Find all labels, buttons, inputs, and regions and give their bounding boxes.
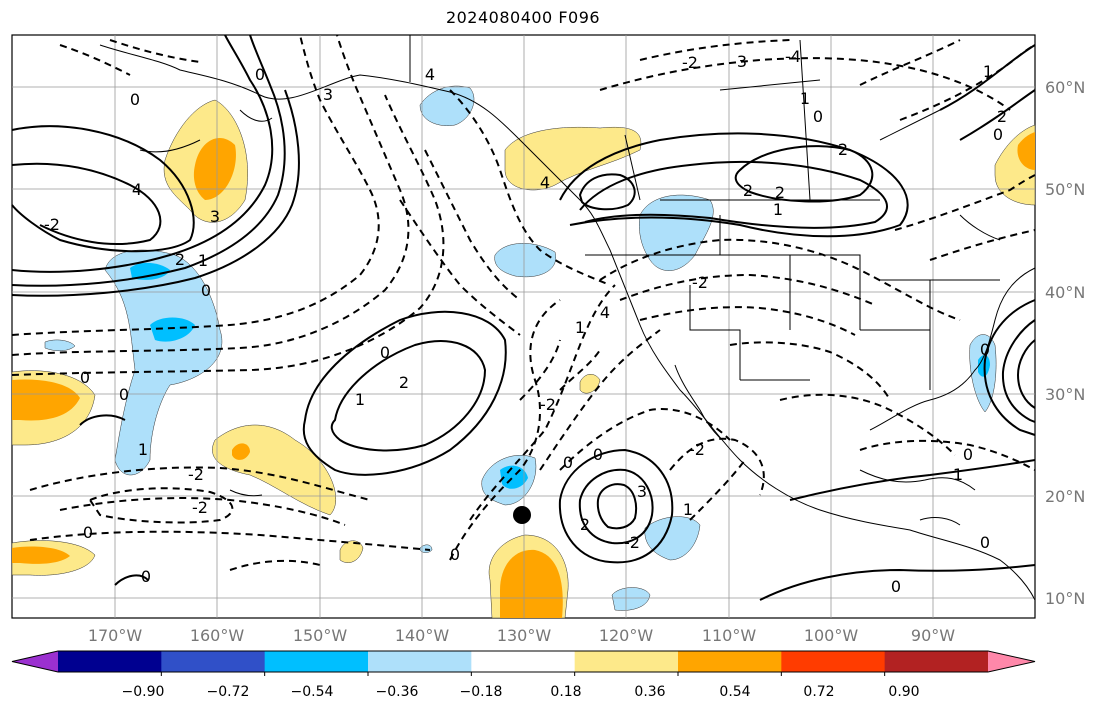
colorbar-tick-label: 0.90 bbox=[888, 684, 920, 700]
colorbar-segment bbox=[574, 651, 679, 672]
lat-label: 50°N bbox=[1045, 180, 1086, 199]
lat-label: 30°N bbox=[1045, 385, 1086, 404]
lat-label: 20°N bbox=[1045, 487, 1086, 506]
lon-label: 170°W bbox=[87, 626, 143, 645]
solid-contours bbox=[11, 34, 1036, 601]
contour-label: 1 bbox=[953, 465, 963, 484]
colorbar-tick-label: 0.18 bbox=[550, 684, 582, 700]
contour-label: 1 bbox=[138, 440, 148, 459]
colorbar-extend-high bbox=[988, 651, 1035, 672]
contour-label: 1 bbox=[983, 62, 993, 81]
colorbar-extend-low bbox=[12, 651, 58, 672]
lon-label: 160°W bbox=[189, 626, 245, 645]
lat-label: 10°N bbox=[1045, 589, 1086, 608]
storm-position-marker bbox=[513, 506, 531, 524]
contour-label: -2 bbox=[188, 465, 204, 484]
contour-label: 4 bbox=[132, 180, 142, 199]
contour-label: 0 bbox=[593, 445, 603, 464]
contour-label: 0 bbox=[80, 368, 90, 387]
lon-label: 150°W bbox=[292, 626, 348, 645]
colorbar-tick-label: 0.72 bbox=[803, 684, 835, 700]
contour-label: 0 bbox=[813, 107, 823, 126]
contour-label: 2 bbox=[997, 107, 1007, 126]
colorbar-outline bbox=[11, 650, 1036, 673]
contour-label: 0 bbox=[563, 453, 573, 472]
contour-label: 0 bbox=[380, 343, 390, 362]
lat-label: 60°N bbox=[1045, 78, 1086, 97]
contour-label: -2 bbox=[44, 215, 60, 234]
contour-label: 1 bbox=[683, 500, 693, 519]
contour-label: 3 bbox=[210, 207, 220, 226]
contour-label: 2 bbox=[838, 140, 848, 159]
contour-label: 0 bbox=[980, 533, 990, 552]
colorbar-segment bbox=[58, 651, 162, 672]
contour-label: 3 bbox=[737, 52, 747, 71]
contour-label: 3 bbox=[323, 85, 333, 104]
contour-label: 1 bbox=[198, 251, 208, 270]
colorbar-tick-label: −0.54 bbox=[290, 684, 334, 700]
contour-label: -2 bbox=[692, 273, 708, 292]
colorbar-segment bbox=[884, 651, 989, 672]
lon-label: 120°W bbox=[598, 626, 654, 645]
contour-label: 1 bbox=[800, 89, 810, 108]
colorbar bbox=[11, 650, 1036, 676]
contour-label: 2 bbox=[175, 250, 185, 269]
map-title: 2024080400 F096 bbox=[445, 8, 601, 27]
colorbar-tick-label: 0.54 bbox=[719, 684, 751, 700]
coastlines bbox=[99, 35, 1036, 601]
contour-label: 0 bbox=[83, 523, 93, 542]
contour-label: 4 bbox=[425, 65, 435, 84]
lat-label: 40°N bbox=[1045, 283, 1086, 302]
colorbar-segment bbox=[678, 651, 782, 672]
contour-label: 1 bbox=[773, 200, 783, 219]
contour-label: -2 bbox=[682, 53, 698, 72]
contour-label: 2 bbox=[399, 373, 409, 392]
colorbar-segment bbox=[368, 651, 472, 672]
contour-label: 0 bbox=[201, 281, 211, 300]
contour-label: 0 bbox=[141, 567, 151, 586]
colorbar-tick-label: −0.72 bbox=[206, 684, 250, 700]
lon-label: 140°W bbox=[394, 626, 450, 645]
lon-label: 90°W bbox=[910, 626, 956, 645]
contour-label: 2 bbox=[580, 515, 590, 534]
contour-label: -2 bbox=[689, 440, 705, 459]
lon-label: 130°W bbox=[496, 626, 552, 645]
contour-label: -2 bbox=[540, 395, 556, 414]
colorbar-tick-label: −0.18 bbox=[459, 684, 503, 700]
lon-label: 100°W bbox=[803, 626, 859, 645]
contour-label: 0 bbox=[450, 545, 460, 564]
colorbar-segment bbox=[471, 651, 576, 672]
contour-label: 3 bbox=[637, 482, 647, 501]
colorbar-segment bbox=[161, 651, 266, 672]
contour-label: 4 bbox=[540, 173, 550, 192]
contour-label: 2 bbox=[775, 183, 785, 202]
contour-label: 1 bbox=[575, 318, 585, 337]
contour-label: 2 bbox=[743, 181, 753, 200]
contour-label: -4 bbox=[785, 47, 801, 66]
contour-label: 0 bbox=[255, 65, 265, 84]
contour-label: 0 bbox=[891, 577, 901, 596]
colorbar-tick-label: 0.36 bbox=[634, 684, 666, 700]
contour-label: 4 bbox=[600, 303, 610, 322]
contour-label: -2 bbox=[192, 498, 208, 517]
colorbar-segment bbox=[264, 651, 369, 672]
contour-label: -2 bbox=[624, 533, 640, 552]
contour-label: 0 bbox=[130, 90, 140, 109]
shaded-fields bbox=[11, 85, 1036, 619]
contour-label: 0 bbox=[119, 385, 129, 404]
contour-label: 0 bbox=[980, 340, 990, 359]
colorbar-tick-label: −0.90 bbox=[121, 684, 165, 700]
contour-label: 0 bbox=[993, 125, 1003, 144]
contour-label: 0 bbox=[963, 445, 973, 464]
dashed-contours bbox=[11, 34, 1036, 571]
lon-label: 110°W bbox=[701, 626, 757, 645]
contour-labels: 0 4 3 2 1 0 0 0 1 -2 0 3 4 0 2 1 -2 -2 0… bbox=[44, 47, 1007, 596]
colorbar-tick-label: −0.36 bbox=[375, 684, 419, 700]
contour-label: 1 bbox=[355, 390, 365, 409]
colorbar-segment bbox=[781, 651, 886, 672]
